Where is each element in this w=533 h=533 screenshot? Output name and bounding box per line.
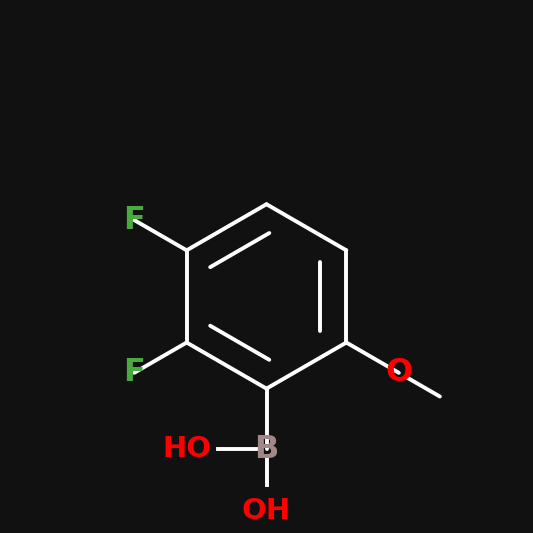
Text: OH: OH: [242, 497, 291, 524]
Text: HO: HO: [162, 435, 211, 463]
Text: F: F: [123, 205, 145, 236]
Text: F: F: [123, 357, 145, 389]
Text: O: O: [385, 357, 413, 389]
Text: B: B: [254, 434, 279, 465]
